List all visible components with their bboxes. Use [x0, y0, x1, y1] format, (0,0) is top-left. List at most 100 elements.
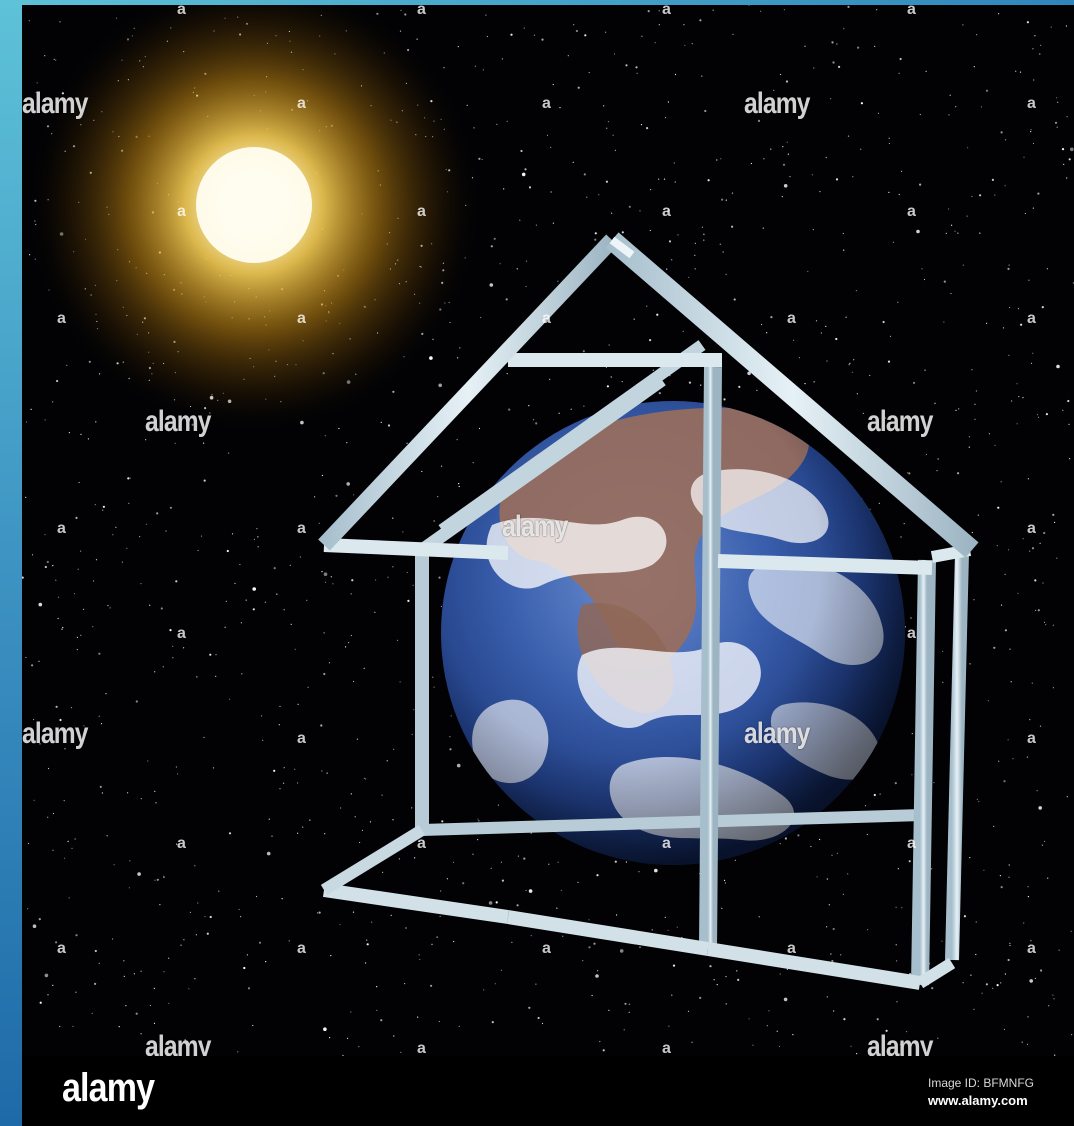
star: [1034, 35, 1036, 37]
star: [416, 38, 418, 40]
star: [174, 442, 176, 444]
star: [180, 944, 182, 946]
star: [63, 857, 66, 859]
star: [723, 879, 726, 882]
star: [1043, 621, 1046, 624]
star: [606, 127, 608, 129]
star: [149, 1004, 151, 1007]
star: [666, 268, 668, 270]
star: [906, 1031, 908, 1033]
star: [1054, 521, 1056, 524]
star: [897, 868, 899, 870]
star: [140, 970, 142, 972]
star: [57, 617, 59, 620]
star: [1036, 414, 1039, 416]
star: [27, 908, 29, 910]
star: [393, 1035, 395, 1037]
star: [118, 1026, 120, 1028]
watermark-mark: a: [297, 730, 306, 747]
star: [552, 222, 555, 224]
star: [541, 38, 544, 41]
star: [1045, 413, 1048, 416]
star: [559, 107, 561, 109]
star: [811, 174, 814, 176]
star: [1039, 53, 1041, 55]
star: [988, 433, 991, 435]
star: [169, 1045, 171, 1047]
star: [438, 1020, 440, 1023]
star: [414, 857, 416, 859]
watermark-mark: a: [177, 203, 186, 220]
star: [350, 593, 352, 595]
star: [98, 652, 101, 655]
star: [145, 439, 147, 441]
star: [668, 209, 670, 211]
star: [985, 983, 989, 986]
star: [968, 446, 970, 448]
star: [1056, 364, 1060, 369]
star: [646, 127, 649, 130]
star: [649, 339, 652, 342]
star: [633, 318, 635, 320]
star: [937, 1037, 939, 1039]
star: [1020, 323, 1023, 326]
star: [1010, 681, 1012, 683]
star: [358, 1046, 360, 1048]
star: [70, 707, 73, 709]
star: [482, 69, 484, 71]
star: [1004, 573, 1006, 576]
watermark-mark: a: [662, 835, 671, 852]
star: [976, 798, 979, 801]
star: [816, 876, 818, 878]
star: [588, 919, 590, 921]
star: [971, 195, 973, 198]
star: [1053, 998, 1055, 1000]
star: [597, 970, 599, 972]
star: [139, 536, 141, 538]
star: [957, 472, 960, 475]
star: [1057, 101, 1059, 103]
star: [257, 536, 259, 538]
star: [975, 921, 977, 923]
star: [147, 760, 149, 762]
star: [668, 240, 672, 243]
star: [135, 1012, 138, 1015]
star: [433, 520, 435, 522]
star: [671, 259, 673, 261]
star: [842, 893, 845, 896]
watermark-mark: a: [417, 1040, 426, 1056]
star: [215, 675, 217, 677]
earth-globe: [441, 401, 905, 865]
star: [342, 1054, 344, 1056]
star: [724, 882, 727, 884]
star: [478, 427, 481, 430]
star: [225, 600, 227, 603]
star: [255, 895, 258, 898]
sun-icon: [24, 5, 484, 435]
star: [869, 508, 871, 510]
star: [481, 158, 483, 161]
star: [519, 219, 521, 221]
star: [1003, 780, 1006, 783]
star: [783, 184, 788, 188]
star: [1008, 876, 1010, 878]
watermark-mark: a: [787, 310, 796, 327]
star: [994, 444, 996, 446]
star: [126, 547, 128, 549]
star: [719, 243, 721, 245]
star: [962, 982, 964, 984]
star: [550, 191, 552, 193]
star: [91, 1012, 93, 1015]
star: [500, 969, 502, 972]
star: [792, 1034, 794, 1036]
star: [472, 462, 474, 464]
star: [456, 439, 458, 441]
star: [183, 939, 185, 941]
star: [520, 149, 523, 153]
star: [352, 911, 355, 913]
watermark-mark: a: [907, 5, 916, 18]
star: [931, 868, 933, 870]
star: [376, 986, 378, 988]
star: [44, 565, 47, 569]
star: [382, 871, 384, 873]
